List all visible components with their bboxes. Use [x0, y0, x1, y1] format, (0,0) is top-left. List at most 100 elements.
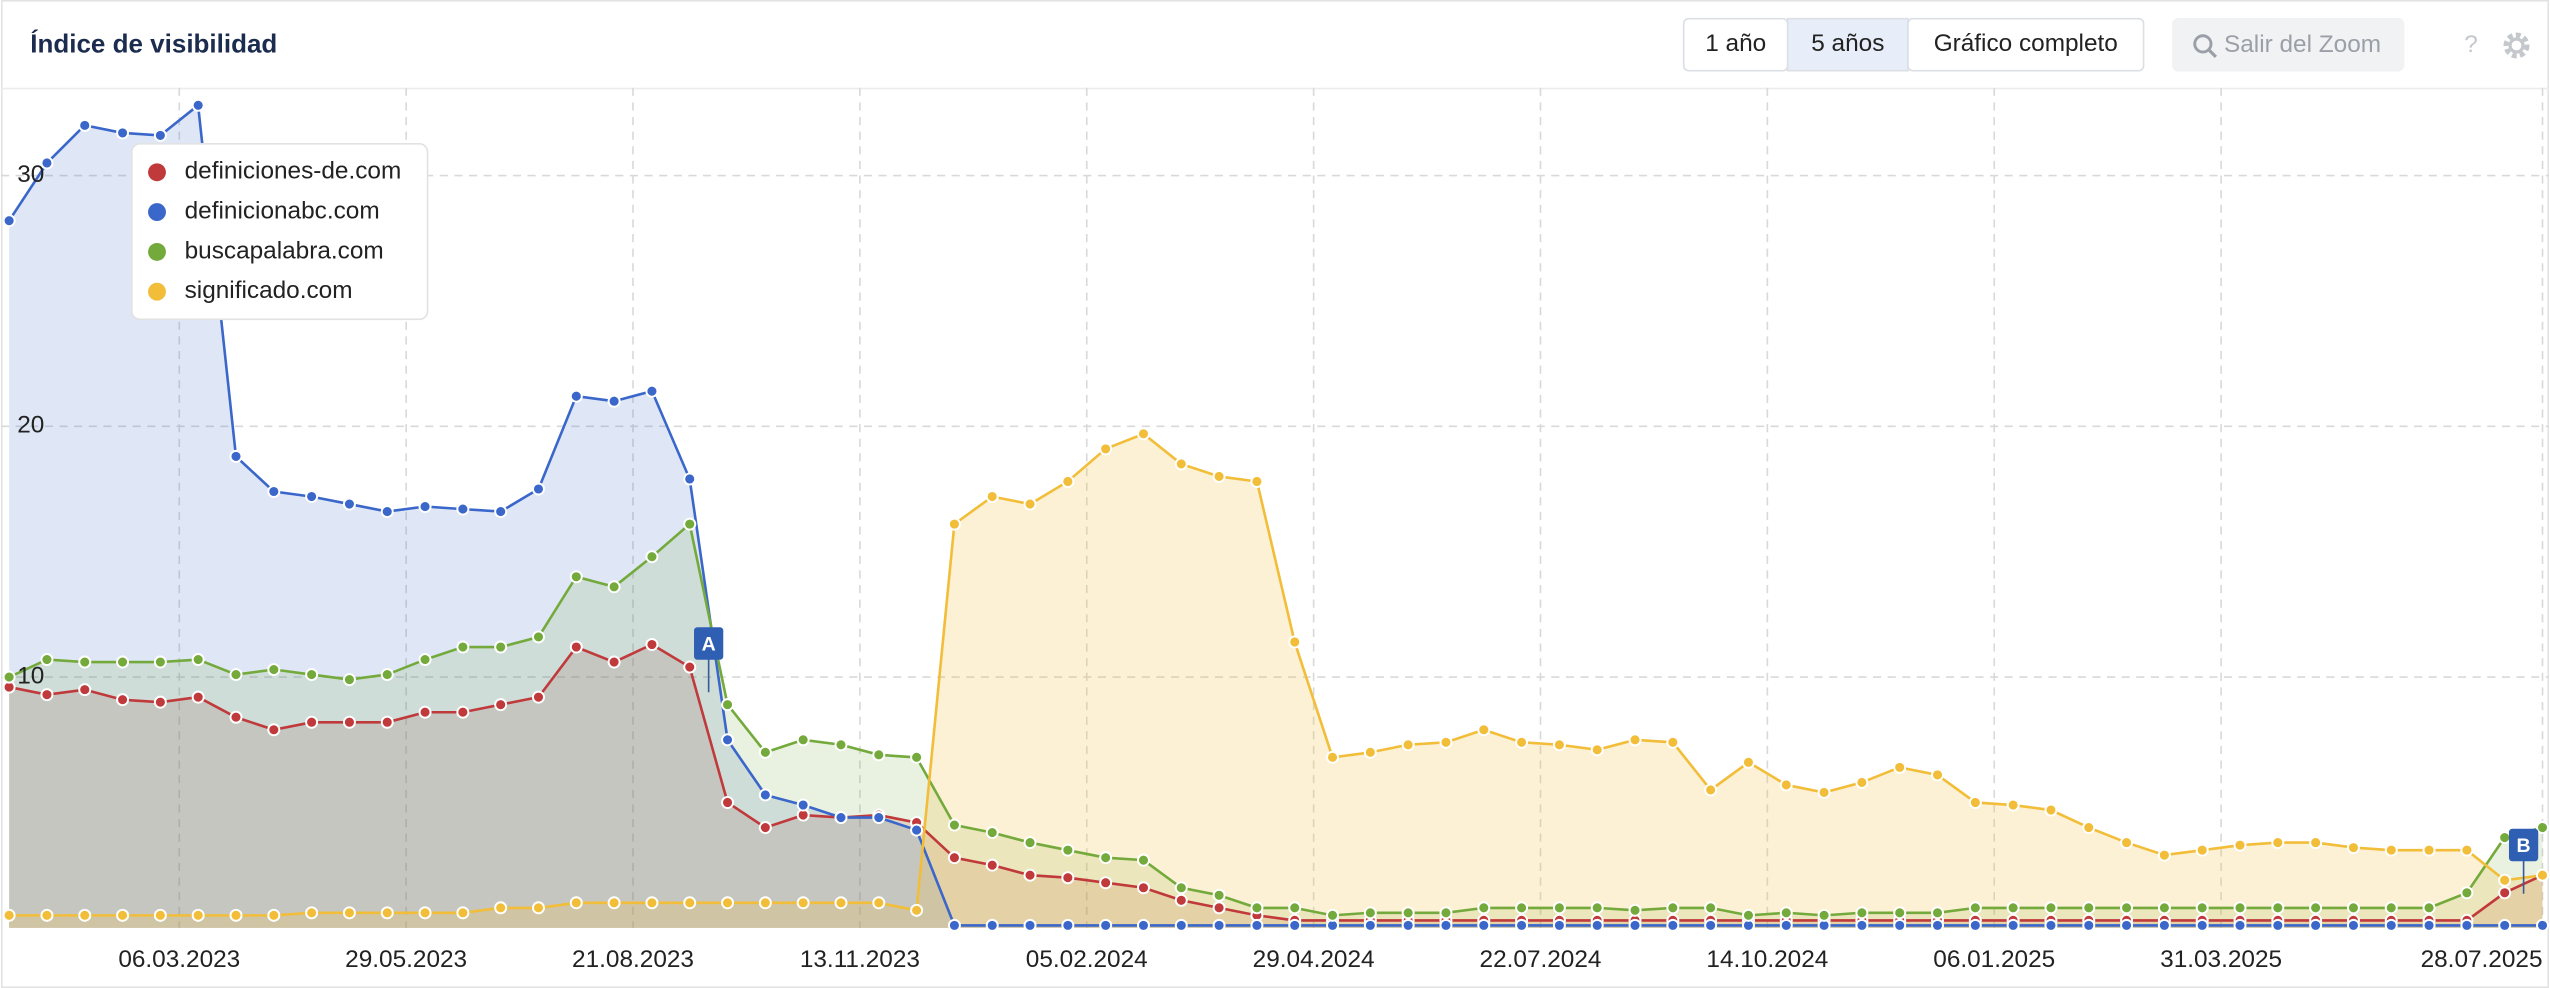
- data-point[interactable]: [1136, 881, 1150, 895]
- data-point[interactable]: [40, 908, 54, 922]
- data-point[interactable]: [2082, 918, 2096, 932]
- data-point[interactable]: [2044, 901, 2058, 915]
- data-point[interactable]: [191, 98, 205, 112]
- data-point[interactable]: [267, 663, 281, 677]
- data-point[interactable]: [1439, 918, 1453, 932]
- data-point[interactable]: [494, 698, 508, 712]
- data-point[interactable]: [1401, 906, 1415, 920]
- data-point[interactable]: [380, 906, 394, 920]
- data-point[interactable]: [645, 384, 659, 398]
- data-point[interactable]: [229, 668, 243, 682]
- legend-marker[interactable]: [148, 282, 166, 301]
- data-point[interactable]: [494, 505, 508, 519]
- gear-teeth[interactable]: [2503, 32, 2530, 59]
- data-point[interactable]: [2195, 918, 2209, 932]
- data-point[interactable]: [418, 500, 432, 514]
- data-point[interactable]: [1628, 733, 1642, 747]
- data-point[interactable]: [2535, 821, 2549, 835]
- data-point[interactable]: [342, 497, 356, 511]
- data-point[interactable]: [78, 118, 92, 132]
- data-point[interactable]: [607, 580, 621, 594]
- data-point[interactable]: [1401, 918, 1415, 932]
- data-point[interactable]: [305, 715, 319, 729]
- data-point[interactable]: [947, 517, 961, 531]
- data-point[interactable]: [758, 745, 772, 759]
- range-button-label[interactable]: Gráfico completo: [1934, 30, 2118, 57]
- flag[interactable]: [694, 627, 724, 660]
- data-point[interactable]: [1628, 903, 1642, 917]
- data-point[interactable]: [2535, 868, 2549, 882]
- data-point[interactable]: [2157, 901, 2171, 915]
- data-point[interactable]: [1212, 918, 1226, 932]
- legend-marker[interactable]: [148, 203, 166, 221]
- data-point[interactable]: [456, 705, 470, 719]
- data-point[interactable]: [1515, 901, 1529, 915]
- data-point[interactable]: [2460, 918, 2474, 932]
- data-point[interactable]: [1174, 893, 1188, 907]
- data-point[interactable]: [985, 858, 999, 872]
- data-point[interactable]: [758, 821, 772, 835]
- data-point[interactable]: [2346, 901, 2360, 915]
- data-point[interactable]: [1779, 906, 1793, 920]
- help-icon[interactable]: ?: [2464, 31, 2478, 58]
- data-point[interactable]: [2498, 886, 2512, 900]
- data-point[interactable]: [758, 896, 772, 910]
- data-point[interactable]: [1174, 457, 1188, 471]
- data-point[interactable]: [78, 655, 92, 669]
- flag[interactable]: [2508, 828, 2539, 862]
- data-point[interactable]: [1061, 474, 1075, 488]
- data-point[interactable]: [872, 748, 886, 762]
- data-point[interactable]: [1855, 906, 1869, 920]
- range-button[interactable]: [1907, 17, 2145, 72]
- data-point[interactable]: [910, 903, 924, 917]
- data-point[interactable]: [796, 733, 810, 747]
- data-point[interactable]: [645, 637, 659, 651]
- data-point[interactable]: [267, 485, 281, 499]
- data-point[interactable]: [1855, 775, 1869, 789]
- data-point[interactable]: [1212, 901, 1226, 915]
- data-point[interactable]: [2422, 918, 2436, 932]
- flag-label[interactable]: B: [2517, 835, 2531, 857]
- data-point[interactable]: [1288, 635, 1302, 649]
- data-point[interactable]: [531, 901, 545, 915]
- data-point[interactable]: [683, 517, 697, 531]
- data-point[interactable]: [531, 482, 545, 496]
- legend-label[interactable]: buscapalabra.com: [185, 237, 384, 264]
- data-point[interactable]: [78, 908, 92, 922]
- data-point[interactable]: [2309, 836, 2323, 850]
- data-point[interactable]: [2384, 918, 2398, 932]
- data-point[interactable]: [2498, 918, 2512, 932]
- data-point[interactable]: [721, 733, 735, 747]
- data-point[interactable]: [1439, 735, 1453, 749]
- data-point[interactable]: [2309, 918, 2323, 932]
- data-point[interactable]: [796, 896, 810, 910]
- data-point[interactable]: [1136, 918, 1150, 932]
- data-point[interactable]: [116, 693, 130, 707]
- data-point[interactable]: [645, 550, 659, 564]
- data-point[interactable]: [2082, 901, 2096, 915]
- data-point[interactable]: [1174, 918, 1188, 932]
- flag-label[interactable]: A: [702, 633, 716, 655]
- legend-label[interactable]: definiciones-de.com: [185, 158, 402, 185]
- data-point[interactable]: [2460, 843, 2474, 857]
- data-point[interactable]: [2271, 836, 2285, 850]
- data-point[interactable]: [721, 698, 735, 712]
- data-point[interactable]: [40, 688, 54, 702]
- data-point[interactable]: [1439, 906, 1453, 920]
- data-point[interactable]: [1590, 918, 1604, 932]
- data-point[interactable]: [1741, 908, 1755, 922]
- data-point[interactable]: [531, 690, 545, 704]
- data-point[interactable]: [494, 640, 508, 654]
- data-point[interactable]: [116, 126, 130, 140]
- data-point[interactable]: [1666, 735, 1680, 749]
- data-point[interactable]: [2195, 843, 2209, 857]
- data-point[interactable]: [456, 640, 470, 654]
- data-point[interactable]: [607, 896, 621, 910]
- data-point[interactable]: [1477, 918, 1491, 932]
- data-point[interactable]: [1023, 868, 1037, 882]
- data-point[interactable]: [2, 670, 16, 684]
- data-point[interactable]: [305, 490, 319, 504]
- data-point[interactable]: [116, 908, 130, 922]
- data-point[interactable]: [569, 570, 583, 584]
- data-point[interactable]: [229, 710, 243, 724]
